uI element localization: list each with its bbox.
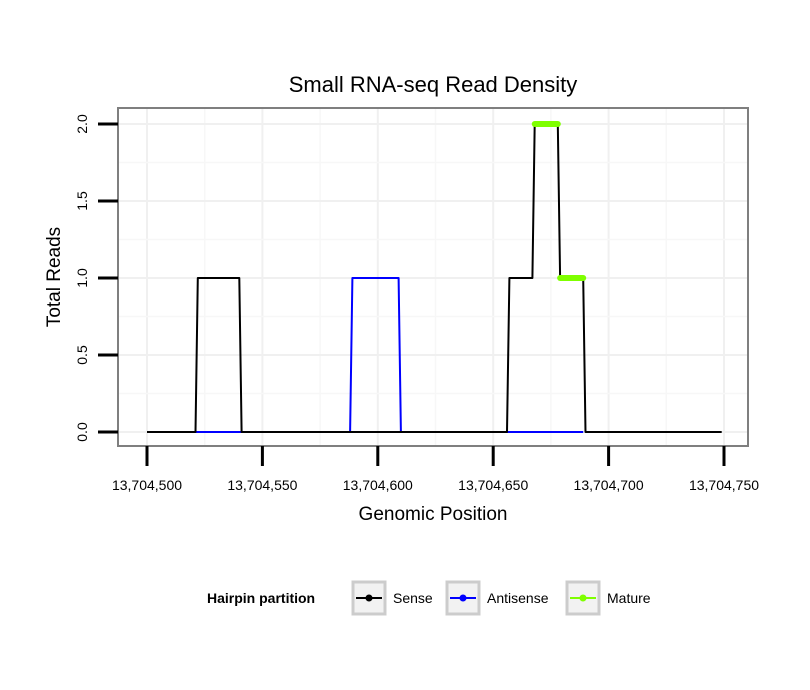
gridlines xyxy=(118,108,748,446)
y-tick-label: 2.0 xyxy=(74,114,90,134)
antisense-legend-key-point xyxy=(459,594,467,602)
sense-legend-key-point xyxy=(365,594,373,602)
chart-title: Small RNA-seq Read Density xyxy=(289,72,578,97)
x-tick-label: 13,704,550 xyxy=(227,477,297,493)
legend-title: Hairpin partition xyxy=(207,590,315,606)
y-axis: 0.0 0.5 1.0 1.5 2.0 xyxy=(74,114,118,442)
x-tick-label: 13,704,750 xyxy=(689,477,759,493)
antisense-legend-label: Antisense xyxy=(487,590,549,606)
series-layer xyxy=(147,121,722,433)
x-tick-label: 13,704,600 xyxy=(343,477,413,493)
y-tick-label: 0.5 xyxy=(74,345,90,365)
y-axis-label: Total Reads xyxy=(44,227,65,327)
y-tick-label: 1.0 xyxy=(74,268,90,288)
x-tick-label: 13,704,700 xyxy=(574,477,644,493)
x-axis: 13,704,500 13,704,550 13,704,600 13,704,650… xyxy=(112,446,759,493)
sense-legend-label: Sense xyxy=(393,590,433,606)
y-tick-label: 1.5 xyxy=(74,191,90,211)
x-tick-label: 13,704,650 xyxy=(458,477,528,493)
mature-legend-key-point xyxy=(579,594,587,602)
mature-legend-label: Mature xyxy=(607,590,651,606)
x-axis-label: Genomic Position xyxy=(359,504,508,525)
antisense-series-line xyxy=(195,277,584,433)
y-tick-label: 0.0 xyxy=(74,422,90,442)
legend: Hairpin partition Sense Antisense Mature xyxy=(207,580,651,616)
x-tick-label: 13,704,500 xyxy=(112,477,182,493)
